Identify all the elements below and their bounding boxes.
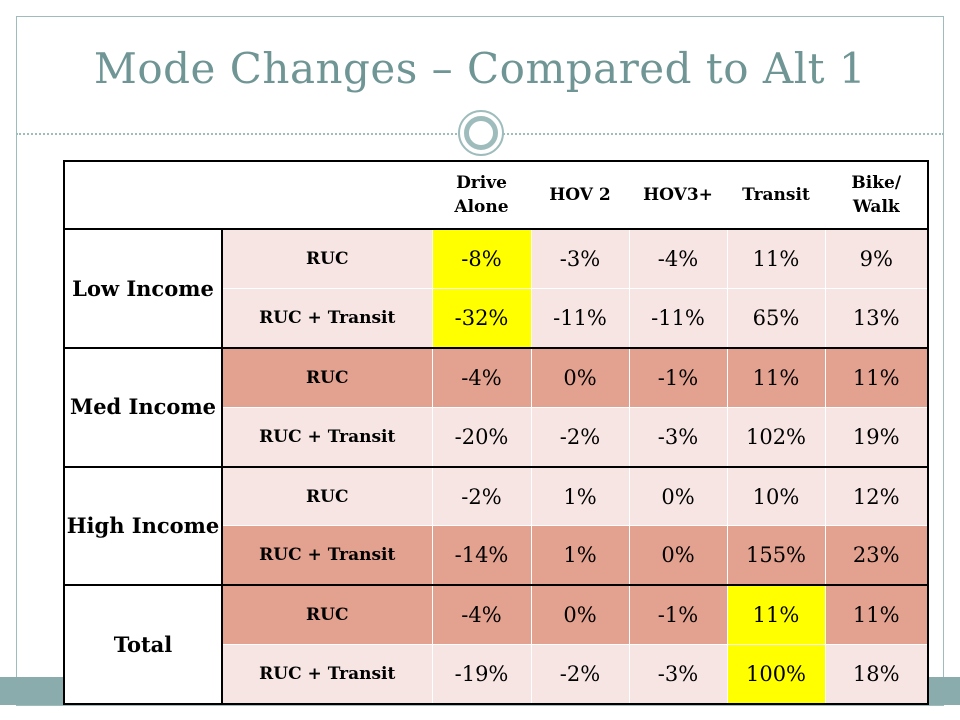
- cell-value: 19%: [824, 406, 929, 468]
- cell-value: 0%: [628, 525, 728, 587]
- cell-value: -19%: [431, 644, 532, 705]
- cell-value: 11%: [726, 584, 826, 646]
- cell-value: -4%: [431, 347, 532, 408]
- cell-value: -2%: [530, 644, 630, 705]
- cell-value: -1%: [628, 584, 728, 646]
- cell-value: 11%: [726, 347, 826, 408]
- cell-value: -2%: [530, 406, 630, 468]
- slide-title: Mode Changes – Compared to Alt 1: [93, 44, 867, 93]
- cell-value: -11%: [530, 288, 630, 350]
- cell-value: -3%: [628, 644, 728, 705]
- cell-value: 18%: [824, 644, 929, 705]
- cell-value: 0%: [530, 584, 630, 646]
- cell-value: -2%: [431, 466, 532, 527]
- row-label: RUC + Transit: [221, 288, 433, 350]
- header-bike-walk: Bike/ Walk: [824, 160, 929, 231]
- cell-value: 0%: [530, 347, 630, 408]
- group-label-total: Total: [63, 584, 223, 705]
- header-drive-alone: Drive Alone: [431, 160, 532, 231]
- cell-value: 13%: [824, 288, 929, 350]
- cell-value: -4%: [628, 228, 728, 290]
- cell-value: 155%: [726, 525, 826, 587]
- table-row: High Income RUC -2% 1% 0% 10% 12%: [63, 466, 929, 587]
- cell-value: 1%: [530, 466, 630, 527]
- cell-value: 102%: [726, 406, 826, 468]
- group-label-high-income: High Income: [63, 466, 223, 587]
- cell-value: 12%: [824, 466, 929, 527]
- header-hov3: HOV3+: [628, 160, 728, 231]
- circle-ornament-inner: [464, 116, 498, 150]
- cell-value: -32%: [431, 288, 532, 350]
- group-label-low-income: Low Income: [63, 228, 223, 349]
- circle-ornament-icon: [458, 110, 504, 156]
- table-row: RUC + Transit -20% -2% -3% 102% 19%: [64, 406, 929, 468]
- row-label: RUC: [221, 466, 433, 527]
- cell-value: 23%: [824, 525, 929, 587]
- cell-value: 11%: [824, 347, 929, 408]
- cell-value: 65%: [726, 288, 826, 350]
- cell-value: -1%: [628, 347, 728, 408]
- slide-frame: [16, 16, 944, 706]
- cell-value: -11%: [628, 288, 728, 350]
- cell-value: -20%: [431, 406, 532, 468]
- row-label: RUC: [221, 584, 433, 646]
- cell-value: -3%: [530, 228, 630, 290]
- row-label: RUC: [221, 228, 433, 290]
- row-label: RUC + Transit: [221, 406, 433, 468]
- row-label: RUC: [221, 347, 433, 408]
- table-row: Med Income RUC -4% 0% -1% 11% 11%: [63, 347, 929, 468]
- cell-value: 1%: [530, 525, 630, 587]
- cell-value: -14%: [431, 525, 532, 587]
- header-blank: [63, 160, 433, 231]
- cell-value: -4%: [431, 584, 532, 646]
- row-label: RUC + Transit: [221, 525, 433, 587]
- mode-changes-table: Drive Alone HOV 2 HOV3+ Transit Bike/ Wa…: [63, 160, 929, 705]
- group-label-med-income: Med Income: [63, 347, 223, 468]
- cell-value: 0%: [628, 466, 728, 527]
- cell-value: 11%: [726, 228, 826, 290]
- table-row: Low Income RUC -8% -3% -4% 11% 9%: [63, 228, 929, 349]
- cell-value: 9%: [824, 228, 929, 290]
- cell-value: 11%: [824, 584, 929, 646]
- table-row: Total RUC -4% 0% -1% 11% 11%: [63, 584, 929, 705]
- header-row: Drive Alone HOV 2 HOV3+ Transit Bike/ Wa…: [63, 160, 929, 231]
- cell-value: 10%: [726, 466, 826, 527]
- cell-value: 100%: [726, 644, 826, 705]
- header-hov2: HOV 2: [530, 160, 630, 231]
- table-row: RUC + Transit -14% 1% 0% 155% 23%: [64, 525, 929, 587]
- cell-value: -8%: [431, 228, 532, 290]
- table-row: RUC + Transit -19% -2% -3% 100% 18%: [64, 644, 929, 705]
- table-row: RUC + Transit -32% -11% -11% 65% 13%: [64, 288, 929, 350]
- header-transit: Transit: [726, 160, 826, 231]
- row-label: RUC + Transit: [221, 644, 433, 705]
- cell-value: -3%: [628, 406, 728, 468]
